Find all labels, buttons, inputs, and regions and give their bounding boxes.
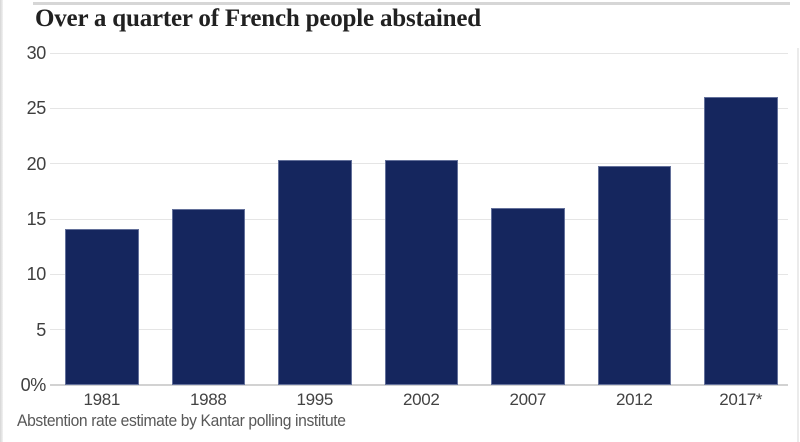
y-axis-tick-label: 0% — [20, 375, 47, 395]
bar-2002 — [384, 160, 458, 385]
bar-2007 — [491, 207, 565, 385]
x-axis-tick-label: 2012 — [615, 390, 653, 409]
x-axis-tick-label: 1995 — [296, 390, 334, 409]
y-axis-tick-label: 30 — [26, 43, 47, 63]
y-axis-tick-label: 25 — [26, 98, 47, 119]
title-rule — [33, 2, 790, 5]
chart-title: Over a quarter of French people abstaine… — [35, 5, 481, 32]
x-axis-tick-label: 2017* — [719, 390, 763, 409]
page-left-edge — [0, 0, 3, 442]
bar-2017 — [704, 97, 778, 385]
chart-caption: Abstention rate estimate by Kantar polli… — [17, 411, 346, 430]
bar-1988 — [171, 209, 245, 385]
gridline — [50, 107, 788, 109]
y-axis-tick-label: 20 — [26, 153, 47, 174]
bar-1995 — [278, 160, 352, 385]
x-axis-tick-label: 1981 — [83, 390, 121, 409]
bar-1981 — [65, 228, 139, 385]
page-right-edge — [797, 48, 799, 442]
y-axis-tick-label: 10 — [26, 264, 47, 285]
x-axis-baseline — [50, 384, 788, 386]
x-axis-tick-label: 2002 — [402, 390, 440, 409]
x-axis-tick-label: 2007 — [509, 390, 547, 409]
x-axis-tick-label: 1988 — [189, 390, 227, 409]
gridline — [50, 52, 788, 54]
y-axis-tick-label: 5 — [36, 319, 46, 340]
bar-2012 — [597, 165, 671, 385]
y-axis-tick-label: 15 — [26, 209, 47, 229]
